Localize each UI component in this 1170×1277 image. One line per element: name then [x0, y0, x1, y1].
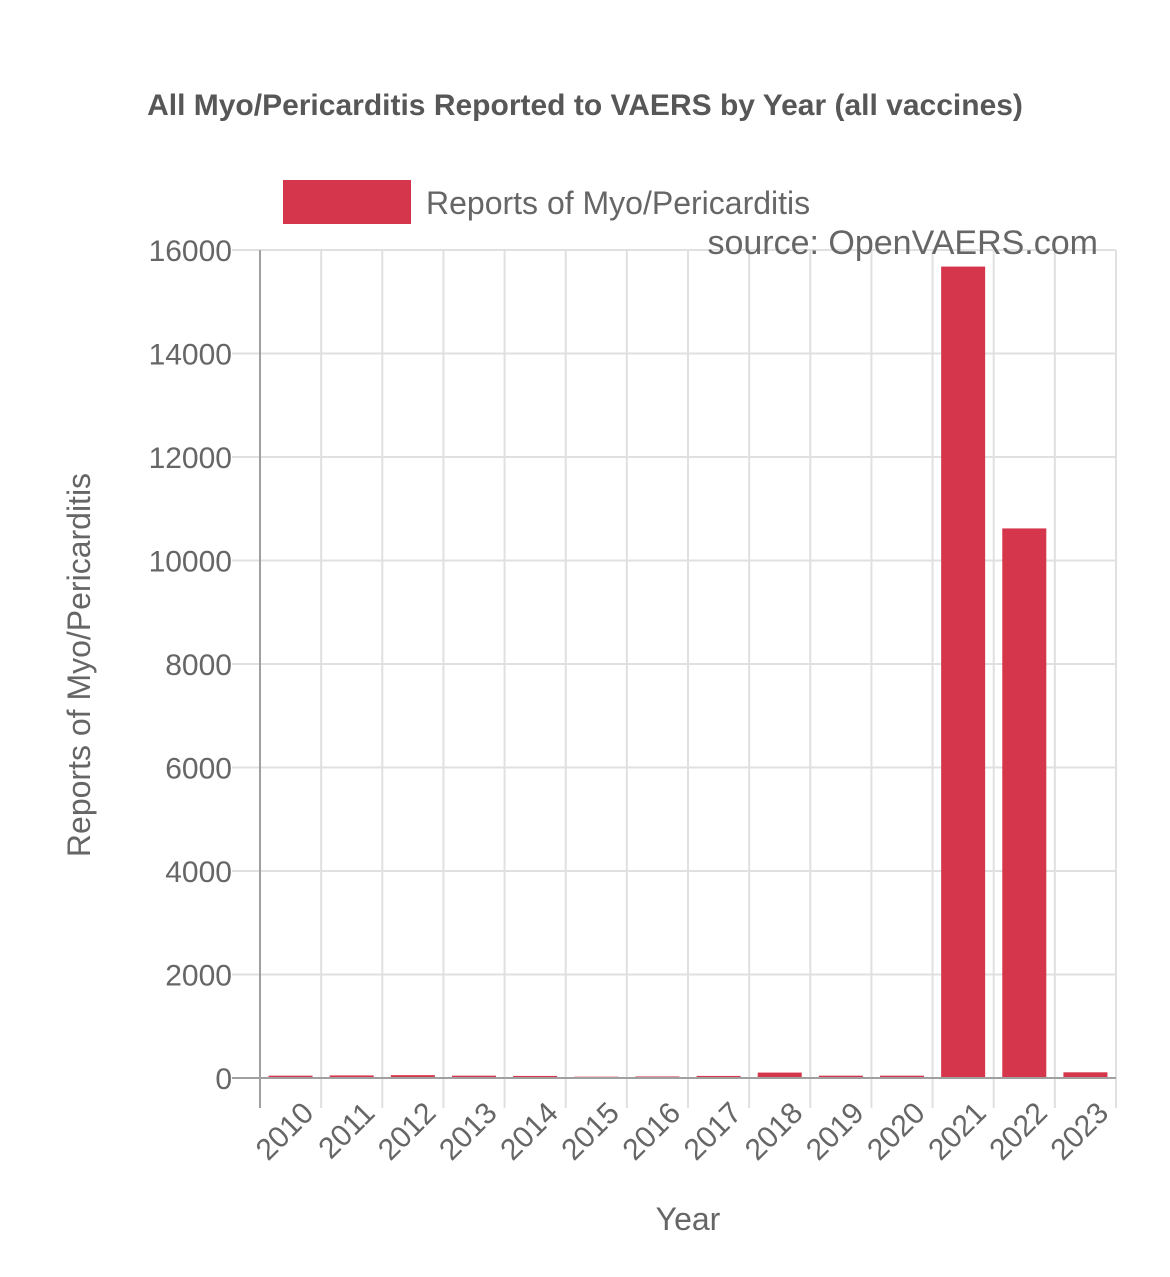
legend: Reports of Myo/Pericarditis [283, 180, 810, 224]
bar-2013 [451, 1075, 497, 1078]
source-annotation: source: OpenVAERS.com [707, 224, 1098, 262]
y-tick-label: 16000 [149, 235, 232, 268]
y-tick-label: 12000 [149, 442, 232, 475]
y-tick-label: 6000 [165, 753, 232, 786]
y-tick-label: 4000 [165, 856, 232, 889]
bar-2019 [818, 1075, 863, 1078]
bar-2014 [513, 1075, 558, 1078]
bar-2021 [941, 266, 986, 1078]
gridlines [232, 249, 1117, 1108]
bar-2012 [390, 1075, 435, 1078]
y-tick-labels: 0 2000 4000 6000 8000 10000 12000 14000 16000 [149, 235, 232, 1096]
y-tick-label: 14000 [149, 339, 232, 372]
y-axis-label: Reports of Myo/Pericarditis [61, 473, 97, 857]
bar-2010 [268, 1075, 313, 1078]
x-tick-labels: 2010201120122013201420152016201720182019… [250, 1096, 1115, 1167]
bar-2023 [1063, 1072, 1108, 1078]
bar-2018 [757, 1072, 802, 1078]
x-axis-label: Year [656, 1201, 721, 1237]
bars [268, 266, 1108, 1078]
y-tick-label: 8000 [165, 649, 232, 682]
bar-2017 [696, 1075, 741, 1078]
legend-label: Reports of Myo/Pericarditis [426, 185, 810, 221]
legend-swatch [283, 180, 411, 224]
axes [232, 250, 1116, 1108]
x-tick-label: 2011 [312, 1096, 381, 1165]
y-tick-label: 0 [215, 1063, 232, 1096]
bar-2011 [329, 1075, 374, 1078]
y-tick-label: 10000 [149, 546, 232, 579]
chart-title: All Myo/Pericarditis Reported to VAERS b… [147, 89, 1023, 122]
bar-2022 [1002, 528, 1047, 1078]
y-tick-label: 2000 [165, 960, 232, 993]
bar-2020 [879, 1075, 925, 1078]
